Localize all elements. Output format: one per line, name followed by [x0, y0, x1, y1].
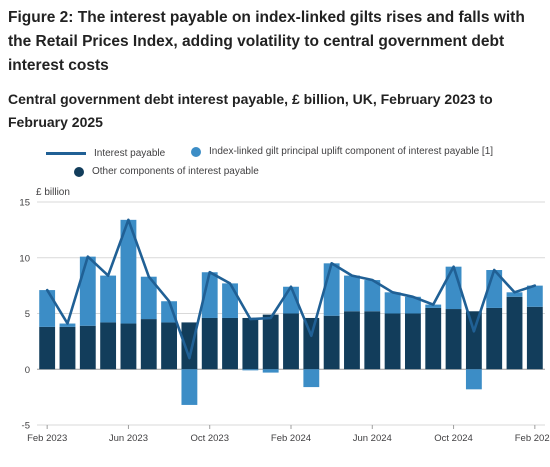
- axis-layer: -5 0 5 10 15 Feb 2023 Jun 2023 Oct 2023 Feb 2024…: [19, 198, 550, 445]
- bar-uplift-component: [161, 301, 178, 323]
- bar-uplift-component: [140, 276, 157, 320]
- bar-uplift-component: [506, 292, 523, 297]
- bar-uplift-component: [384, 292, 401, 314]
- bar-uplift-component: [181, 369, 198, 405]
- bar-other-components: [140, 319, 157, 370]
- legend-line-swatch: [46, 152, 86, 155]
- bar-uplift-component: [425, 304, 442, 308]
- bar-other-components: [242, 317, 259, 370]
- bar-other-components: [39, 326, 56, 370]
- bar-other-components: [465, 311, 482, 370]
- x-tick-label: Feb 2025: [515, 433, 550, 444]
- legend-label-uplift: Index-linked gilt principal uplift compo…: [209, 146, 494, 157]
- legend-label-interest-payable: Interest payable: [94, 148, 166, 159]
- x-tick-label: Jun 2023: [109, 433, 148, 444]
- bar-uplift-component: [404, 296, 421, 314]
- figure-title: Figure 2: The interest payable on index-…: [8, 9, 525, 74]
- legend-dot-uplift: [191, 146, 201, 157]
- x-tick-label: Feb 2024: [271, 433, 311, 444]
- bar-uplift-component: [39, 290, 56, 327]
- bar-other-components: [100, 322, 117, 370]
- bar-uplift-component: [526, 285, 543, 307]
- bar-uplift-component: [364, 280, 381, 312]
- bar-other-components: [79, 325, 96, 370]
- bar-other-components: [445, 309, 462, 370]
- debt-interest-chart: -5 0 5 10 15 Feb 2023 Jun 2023 Oct 2023 Feb 2024…: [19, 198, 550, 445]
- x-tick-label: Oct 2024: [434, 433, 473, 444]
- bar-other-components: [384, 313, 401, 370]
- line-layer: [45, 218, 537, 360]
- bar-other-components: [303, 317, 320, 370]
- bar-uplift-component: [100, 275, 117, 323]
- y-tick-label: -5: [22, 421, 30, 432]
- bar-layer: [39, 219, 543, 405]
- bar-other-components: [344, 311, 360, 370]
- bar-uplift-component: [262, 369, 279, 373]
- bar-uplift-component: [59, 323, 76, 327]
- bar-other-components: [364, 311, 381, 370]
- chart-legend: Interest payable Index-linked gilt princ…: [0, 146, 550, 186]
- bar-other-components: [526, 306, 543, 370]
- x-tick-label: Feb 2023: [27, 433, 67, 444]
- legend-label-other: Other components of interest payable: [92, 166, 259, 177]
- bar-other-components: [486, 307, 503, 370]
- legend-item-uplift: Index-linked gilt principal uplift compo…: [191, 146, 493, 157]
- bar-other-components: [120, 323, 137, 370]
- bar-other-components: [404, 313, 421, 370]
- bar-uplift-component: [120, 219, 137, 324]
- bar-other-components: [323, 315, 340, 370]
- figure-subtitle: Central government debt interest payable…: [8, 91, 493, 130]
- bar-other-components: [425, 307, 442, 370]
- legend-dot-other: [74, 166, 84, 177]
- interest-payable-line: [45, 218, 537, 360]
- bar-other-components: [506, 296, 523, 370]
- y-tick-label: 5: [25, 309, 30, 320]
- bar-uplift-component: [303, 369, 320, 388]
- y-tick-label: 10: [19, 253, 30, 264]
- bar-other-components: [161, 322, 178, 370]
- y-tick-label: 0: [25, 365, 30, 376]
- bar-uplift-component: [242, 369, 259, 371]
- legend-item-other: Other components of interest payable: [46, 166, 259, 177]
- bar-uplift-component: [79, 256, 96, 326]
- bar-other-components: [181, 322, 198, 370]
- bar-uplift-component: [465, 369, 482, 390]
- y-tick-label: 15: [19, 198, 30, 209]
- bar-other-components: [59, 326, 76, 370]
- bar-uplift-component: [222, 283, 238, 318]
- bar-other-components: [201, 317, 218, 370]
- bar-uplift-component: [323, 263, 340, 316]
- x-tick-label: Oct 2023: [190, 433, 229, 444]
- y-axis-unit-label: £ billion: [36, 187, 70, 198]
- bar-uplift-component: [344, 275, 360, 312]
- x-tick-label: Jun 2024: [353, 433, 392, 444]
- bar-other-components: [283, 313, 299, 370]
- bar-other-components: [262, 314, 279, 370]
- bar-other-components: [222, 317, 238, 370]
- legend-item-interest-payable: Interest payable: [46, 148, 165, 159]
